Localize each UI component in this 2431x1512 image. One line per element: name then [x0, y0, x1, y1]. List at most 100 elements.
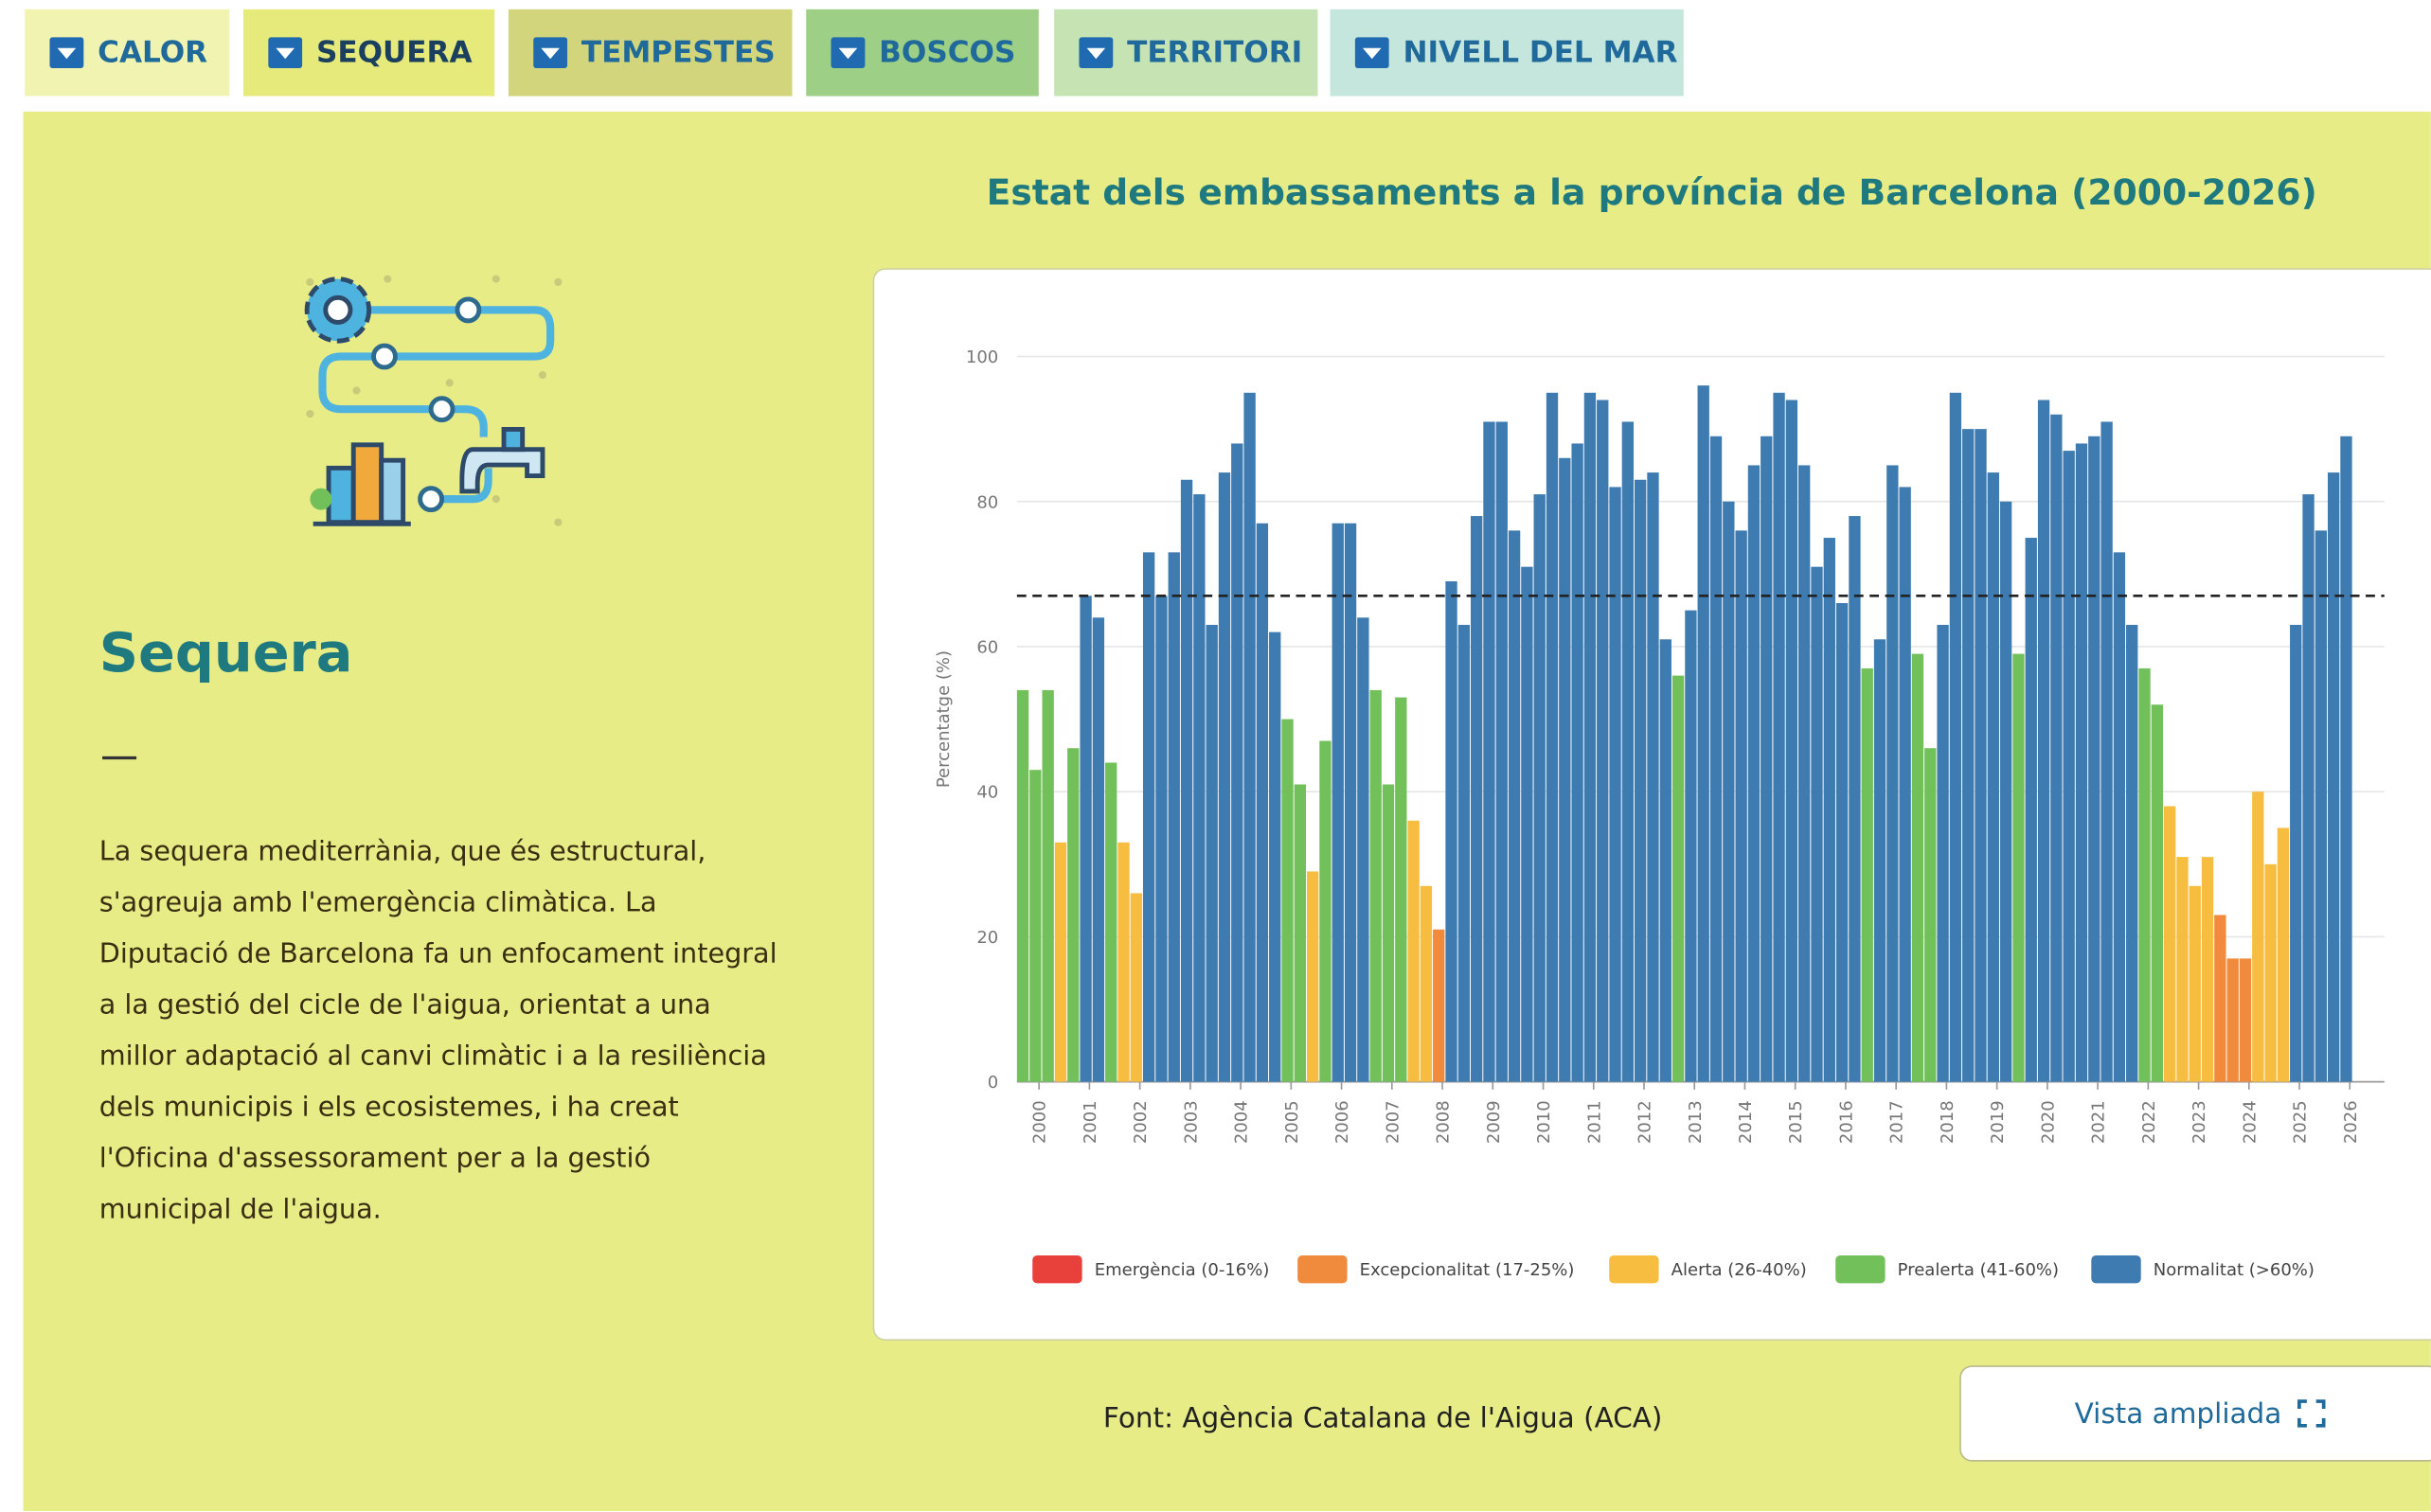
bar — [1824, 538, 1835, 1082]
tab-label[interactable]: CALOR — [98, 36, 207, 70]
x-tick-label: 2025 — [2291, 1100, 2311, 1144]
x-tick-label: 2015 — [1786, 1100, 1806, 1144]
legend-label: Emergència (0-16%) — [1095, 1260, 1270, 1280]
y-tick-label: 60 — [976, 638, 998, 658]
tab[interactable]: SEQUERA — [243, 9, 494, 97]
bar — [1131, 893, 1142, 1081]
x-tick-label: 2019 — [1988, 1100, 2008, 1144]
bar — [1421, 886, 1432, 1082]
tab-icon[interactable] — [1079, 37, 1113, 68]
legend-label: Alerta (26-40%) — [1671, 1260, 1807, 1280]
tab[interactable]: NIVELL DEL MAR — [1331, 9, 1684, 97]
bar — [2164, 807, 2175, 1082]
bar — [1471, 516, 1482, 1082]
bar — [2000, 502, 2011, 1082]
bar — [1546, 393, 1558, 1082]
bar — [1143, 552, 1154, 1081]
button-label[interactable]: Vista ampliada — [2075, 1397, 2282, 1430]
x-tick-label: 2007 — [1383, 1100, 1403, 1144]
bar — [2214, 915, 2225, 1081]
tab-icon[interactable] — [1355, 37, 1389, 68]
x-tick-label: 2006 — [1332, 1100, 1352, 1144]
bar — [2088, 436, 2100, 1082]
x-tick-label: 2023 — [2190, 1100, 2209, 1144]
bar — [1269, 632, 1280, 1082]
bar — [2202, 857, 2213, 1081]
bar — [2240, 958, 2251, 1081]
bar — [1862, 668, 1873, 1082]
x-tick-label: 2010 — [1534, 1100, 1554, 1144]
bar — [1295, 785, 1306, 1082]
bar — [1193, 494, 1205, 1082]
bar — [1988, 472, 1999, 1082]
tab-label[interactable]: TEMPESTES — [581, 36, 776, 70]
legend-swatch — [1835, 1255, 1885, 1283]
bar — [1698, 385, 1709, 1081]
bar — [1660, 639, 1671, 1081]
bar — [1710, 436, 1722, 1082]
bar — [2076, 443, 2087, 1081]
source-note: Font: Agència Catalana de l'Aigua (ACA) — [992, 1402, 1774, 1434]
bar — [1458, 625, 1470, 1082]
bar — [2050, 415, 2062, 1082]
bar — [1937, 625, 1948, 1082]
drought-icon — [295, 267, 574, 538]
bar — [2126, 625, 2137, 1082]
bar — [2026, 538, 2037, 1082]
x-tick-label: 2017 — [1887, 1100, 1907, 1144]
tab[interactable]: CALOR — [25, 9, 229, 97]
y-tick-label: 40 — [976, 783, 998, 803]
tab-label[interactable]: BOSCOS — [879, 36, 1015, 70]
tab-icon[interactable] — [268, 37, 302, 68]
bar — [1735, 530, 1746, 1081]
screen: CALOR SEQUERA TEMPESTES BOSCOS TERRITORI NIVE… — [0, 0, 2431, 1511]
bar — [1748, 465, 1760, 1081]
y-axis-label: Percentatge (%) — [934, 650, 954, 788]
tab[interactable]: TERRITORI — [1054, 9, 1317, 97]
tab-label[interactable]: SEQUERA — [316, 36, 473, 70]
bar — [1332, 524, 1344, 1082]
bar — [1584, 393, 1596, 1082]
x-tick-label: 2013 — [1686, 1100, 1706, 1144]
bar — [1924, 748, 1936, 1081]
bar — [1257, 524, 1268, 1082]
bar — [1521, 567, 1532, 1082]
tab-icon[interactable] — [831, 37, 865, 68]
tab[interactable]: TEMPESTES — [509, 9, 793, 97]
expand-icon[interactable] — [2297, 1399, 2325, 1427]
tab-icon[interactable] — [49, 37, 83, 68]
bar — [1609, 487, 1620, 1081]
bar — [1029, 770, 1041, 1081]
bar — [1723, 502, 1734, 1082]
tab-label[interactable]: TERRITORI — [1127, 36, 1302, 70]
bar — [2227, 958, 2239, 1081]
x-tick-label: 2014 — [1736, 1100, 1756, 1144]
x-tick-label: 2018 — [1938, 1100, 1957, 1144]
x-tick-label: 2020 — [2038, 1100, 2058, 1144]
bar — [1445, 581, 1457, 1082]
legend-label: Normalitat (>60%) — [2154, 1260, 2315, 1280]
tab-icon[interactable] — [533, 37, 567, 68]
bar — [2302, 494, 2314, 1082]
x-tick-label: 2022 — [2139, 1100, 2159, 1144]
bar — [1622, 421, 1634, 1081]
bar — [2340, 436, 2351, 1082]
bar — [1433, 930, 1444, 1082]
panel-text: La sequera mediterrània, que és estructu… — [99, 827, 781, 1236]
bar — [2278, 827, 2289, 1081]
expand-button[interactable]: Vista ampliada — [1959, 1365, 2431, 1461]
tab[interactable]: BOSCOS — [806, 9, 1039, 97]
bar — [1672, 676, 1684, 1082]
bar — [1281, 720, 1293, 1082]
x-tick-label: 2026 — [2341, 1100, 2361, 1144]
x-tick-label: 2016 — [1836, 1100, 1856, 1144]
x-tick-label: 2000 — [1030, 1100, 1050, 1144]
bar — [1169, 552, 1180, 1081]
bar — [1345, 524, 1356, 1082]
bar — [1207, 625, 1218, 1082]
bar — [1975, 429, 1986, 1082]
page: Sequera {"tabs": ["CALOR", "SEQUERA", "T… — [0, 0, 2431, 1512]
tab-label[interactable]: NIVELL DEL MAR — [1403, 36, 1677, 70]
